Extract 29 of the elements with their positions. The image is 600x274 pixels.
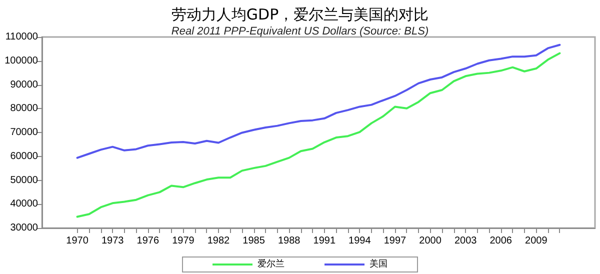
y-tick-label: 60000	[10, 150, 38, 162]
x-tick-label: 1976	[136, 236, 160, 246]
x-tick-label: 2006	[490, 236, 512, 246]
y-tick-label: 50000	[10, 174, 38, 186]
y-tick-label: 100000	[4, 55, 38, 66]
x-tick-label: 1979	[172, 236, 195, 246]
x-tick-label: 1997	[384, 236, 407, 246]
line-series	[76, 52, 561, 218]
legend-label: 美国	[370, 258, 388, 270]
x-tick-label: 1970	[66, 236, 89, 246]
x-tick-label: 1994	[348, 236, 372, 246]
chart-title: 劳动力人均GDP，爱尔兰与美国的对比	[171, 6, 429, 24]
chart-subtitle: Real 2011 PPP-Equivalent US Dollars (Source: BLS)	[171, 26, 429, 38]
legend-label: 爱尔兰	[258, 258, 284, 270]
y-tick-label: 40000	[10, 198, 38, 210]
x-tick-label: 1988	[278, 236, 301, 246]
x-tick-label: 2003	[454, 236, 478, 246]
y-tick-label: 30000	[10, 222, 38, 234]
x-tick-label: 2009	[525, 236, 548, 246]
x-tick-label: 2000	[419, 236, 442, 246]
y-tick-label: 70000	[10, 127, 38, 138]
y-tick-label: 110000	[5, 32, 38, 42]
x-tick-label: 1985	[242, 236, 266, 246]
x-tick-label: 1991	[313, 236, 336, 246]
x-tick-label: 1982	[207, 236, 230, 246]
line-series	[76, 44, 561, 159]
y-tick-label: 90000	[10, 79, 38, 90]
x-tick-label: 1973	[101, 236, 124, 246]
y-tick-label: 80000	[10, 103, 38, 114]
